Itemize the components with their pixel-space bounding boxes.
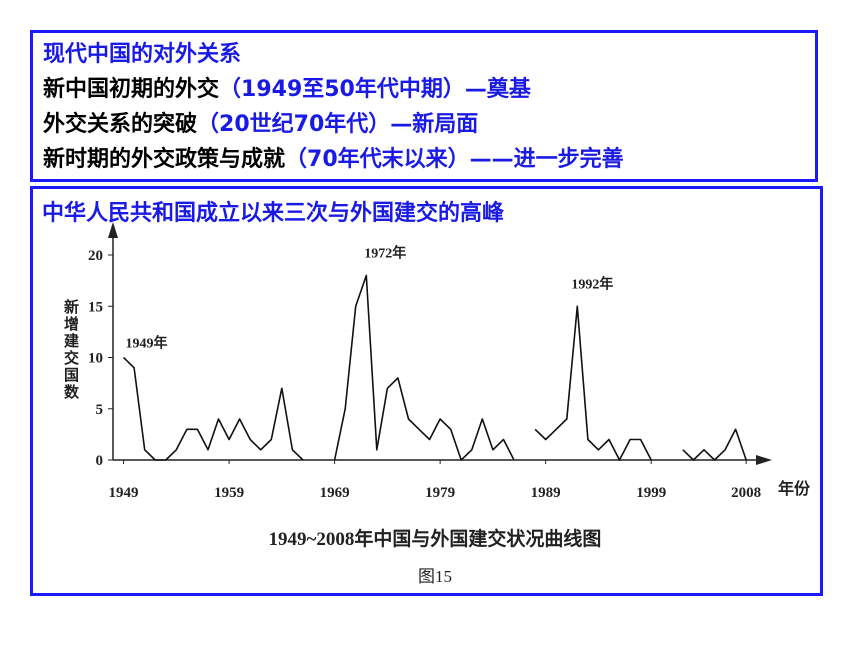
topic: 新时期的外交政策与成就: [43, 147, 286, 172]
annotation: 1949年: [126, 335, 168, 352]
y-tick-label: 20: [88, 248, 103, 264]
topic: 外交关系的突破: [43, 112, 198, 137]
chart-heading: 中华人民共和国成立以来三次与外国建交的高峰: [42, 200, 505, 226]
topic-box: 现代中国的对外关系 新中国初期的外交（1949至50年代中期）—奠基 外交关系的…: [30, 30, 818, 182]
figure-label: 图15: [418, 567, 452, 586]
topic-line: 新中国初期的外交（1949至50年代中期）—奠基: [43, 72, 805, 107]
y-tick-label: 0: [96, 453, 104, 469]
y-arrow: [108, 222, 118, 238]
topic-title: 现代中国的对外关系: [43, 42, 242, 67]
x-tick-label: 1979: [425, 485, 455, 501]
annotation: 1992年: [571, 275, 613, 292]
x-tick-label: 1959: [214, 485, 244, 501]
chart-title: 1949~2008年中国与外国建交状况曲线图: [269, 527, 602, 550]
x-tick-label: 1999: [636, 485, 666, 501]
y-tick-label: 15: [88, 299, 103, 315]
topic-line: 外交关系的突破（20世纪70年代）—新局面: [43, 107, 805, 142]
x-tick-label: 1949: [109, 485, 139, 501]
y-tick-label: 5: [96, 402, 104, 418]
x-axis-label: 年份: [778, 479, 811, 498]
x-tick-label: 2008: [731, 485, 761, 501]
x-tick-label: 1969: [320, 485, 350, 501]
x-arrow: [756, 455, 772, 465]
y-tick-label: 10: [88, 351, 103, 367]
y-axis-label: 新增建交国数: [62, 298, 79, 401]
x-tick-label: 1989: [531, 485, 561, 501]
data-line: [123, 274, 747, 461]
chart-box: [30, 186, 823, 596]
detail: （70年代末以来）——进一步完善: [285, 147, 624, 172]
topic: 新中国初期的外交: [43, 77, 220, 102]
annotation: 1972年: [364, 245, 406, 262]
detail: （20世纪70年代）—新局面: [197, 112, 479, 137]
detail: （1949至50年代中期）—奠基: [219, 77, 531, 102]
topic-line: 新时期的外交政策与成就（70年代末以来）——进一步完善: [43, 142, 805, 177]
